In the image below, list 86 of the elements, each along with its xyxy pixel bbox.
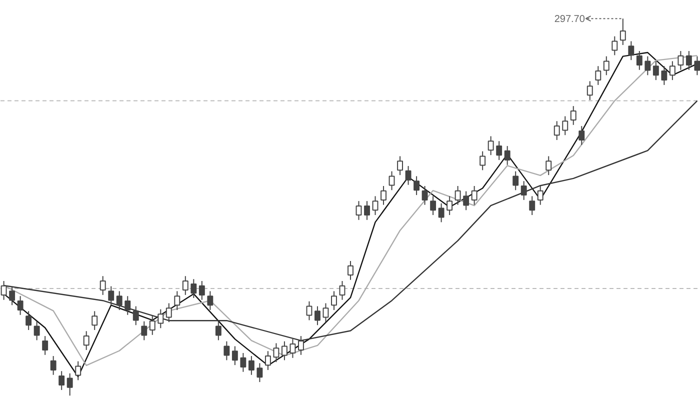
candlestick	[454, 185, 461, 206]
candlestick	[0, 280, 7, 300]
candlestick	[694, 56, 700, 76]
candlestick	[348, 260, 354, 280]
candlestick	[496, 140, 502, 160]
candlestick	[628, 40, 634, 61]
candlestick	[488, 136, 494, 156]
candlestick	[603, 56, 610, 76]
candlestick	[273, 342, 280, 363]
candlestick	[9, 286, 16, 306]
candlestick	[422, 185, 428, 206]
annotation: 297.70	[554, 14, 586, 26]
candlestick	[42, 336, 48, 356]
candlestick	[166, 302, 172, 323]
candlestick	[314, 306, 320, 326]
candlestick	[380, 185, 386, 206]
candlestick	[562, 116, 568, 136]
candlestick	[100, 276, 106, 296]
candlestick	[372, 196, 378, 216]
candlestick	[58, 370, 65, 390]
candlestick	[306, 300, 312, 321]
candlestick	[612, 36, 618, 56]
candlestick	[356, 200, 362, 220]
candlestick	[546, 156, 552, 176]
candlestick	[141, 320, 148, 341]
candlestick	[636, 50, 642, 70]
candlestick	[471, 185, 478, 206]
candlestick	[224, 340, 230, 361]
candlestick	[504, 146, 510, 166]
candlestick	[116, 290, 122, 311]
candlestick	[75, 360, 82, 381]
candlestick	[256, 362, 263, 383]
candlestick	[430, 196, 436, 216]
candlestick	[281, 340, 288, 361]
candlestick	[17, 296, 24, 316]
candlestick	[644, 56, 651, 76]
candlestick	[264, 350, 271, 370]
candlestick	[446, 196, 453, 216]
candlestick	[554, 120, 560, 140]
candlestick	[34, 320, 40, 341]
candlestick	[414, 176, 420, 196]
candlestick	[405, 166, 412, 186]
candlestick	[331, 290, 337, 311]
candlestick	[570, 106, 576, 126]
candlestick	[397, 156, 404, 176]
candlestick	[240, 352, 246, 372]
candlestick	[339, 280, 346, 300]
candlestick	[537, 185, 544, 206]
candlestick	[661, 66, 668, 86]
candlestick	[149, 316, 156, 336]
candlestick	[463, 190, 470, 211]
candlestick	[290, 338, 296, 358]
candlestick	[215, 320, 222, 341]
candlestick	[132, 306, 139, 326]
candlestick	[207, 290, 214, 311]
candlestick	[520, 180, 527, 200]
candlestick	[26, 310, 32, 331]
candlestick	[174, 290, 180, 311]
candlestick	[578, 126, 585, 146]
candlestick	[512, 170, 519, 191]
candlestick	[108, 286, 114, 306]
candlestick	[83, 330, 90, 350]
candlestick	[480, 150, 486, 171]
candlestick	[124, 296, 131, 316]
candlestick	[92, 310, 98, 331]
candlestick	[678, 50, 684, 70]
candlestick	[529, 196, 536, 216]
candlestick	[298, 336, 304, 356]
candlestick	[158, 308, 164, 329]
candlestick	[232, 346, 238, 366]
candlestick	[669, 60, 676, 81]
candlestick	[190, 278, 197, 298]
candlestick	[322, 302, 329, 323]
candlestick	[66, 372, 73, 396]
candlestick	[586, 80, 593, 101]
candlestick	[620, 18, 626, 46]
candlestick	[595, 66, 602, 86]
candlestick	[364, 200, 370, 220]
candlestick	[652, 60, 659, 81]
candlestick	[182, 276, 188, 296]
candlestick	[686, 50, 692, 70]
candlestick	[248, 356, 254, 376]
candlestick	[50, 356, 56, 376]
candlestick	[388, 170, 395, 191]
candlestick	[438, 202, 444, 223]
candlestick	[198, 280, 205, 300]
